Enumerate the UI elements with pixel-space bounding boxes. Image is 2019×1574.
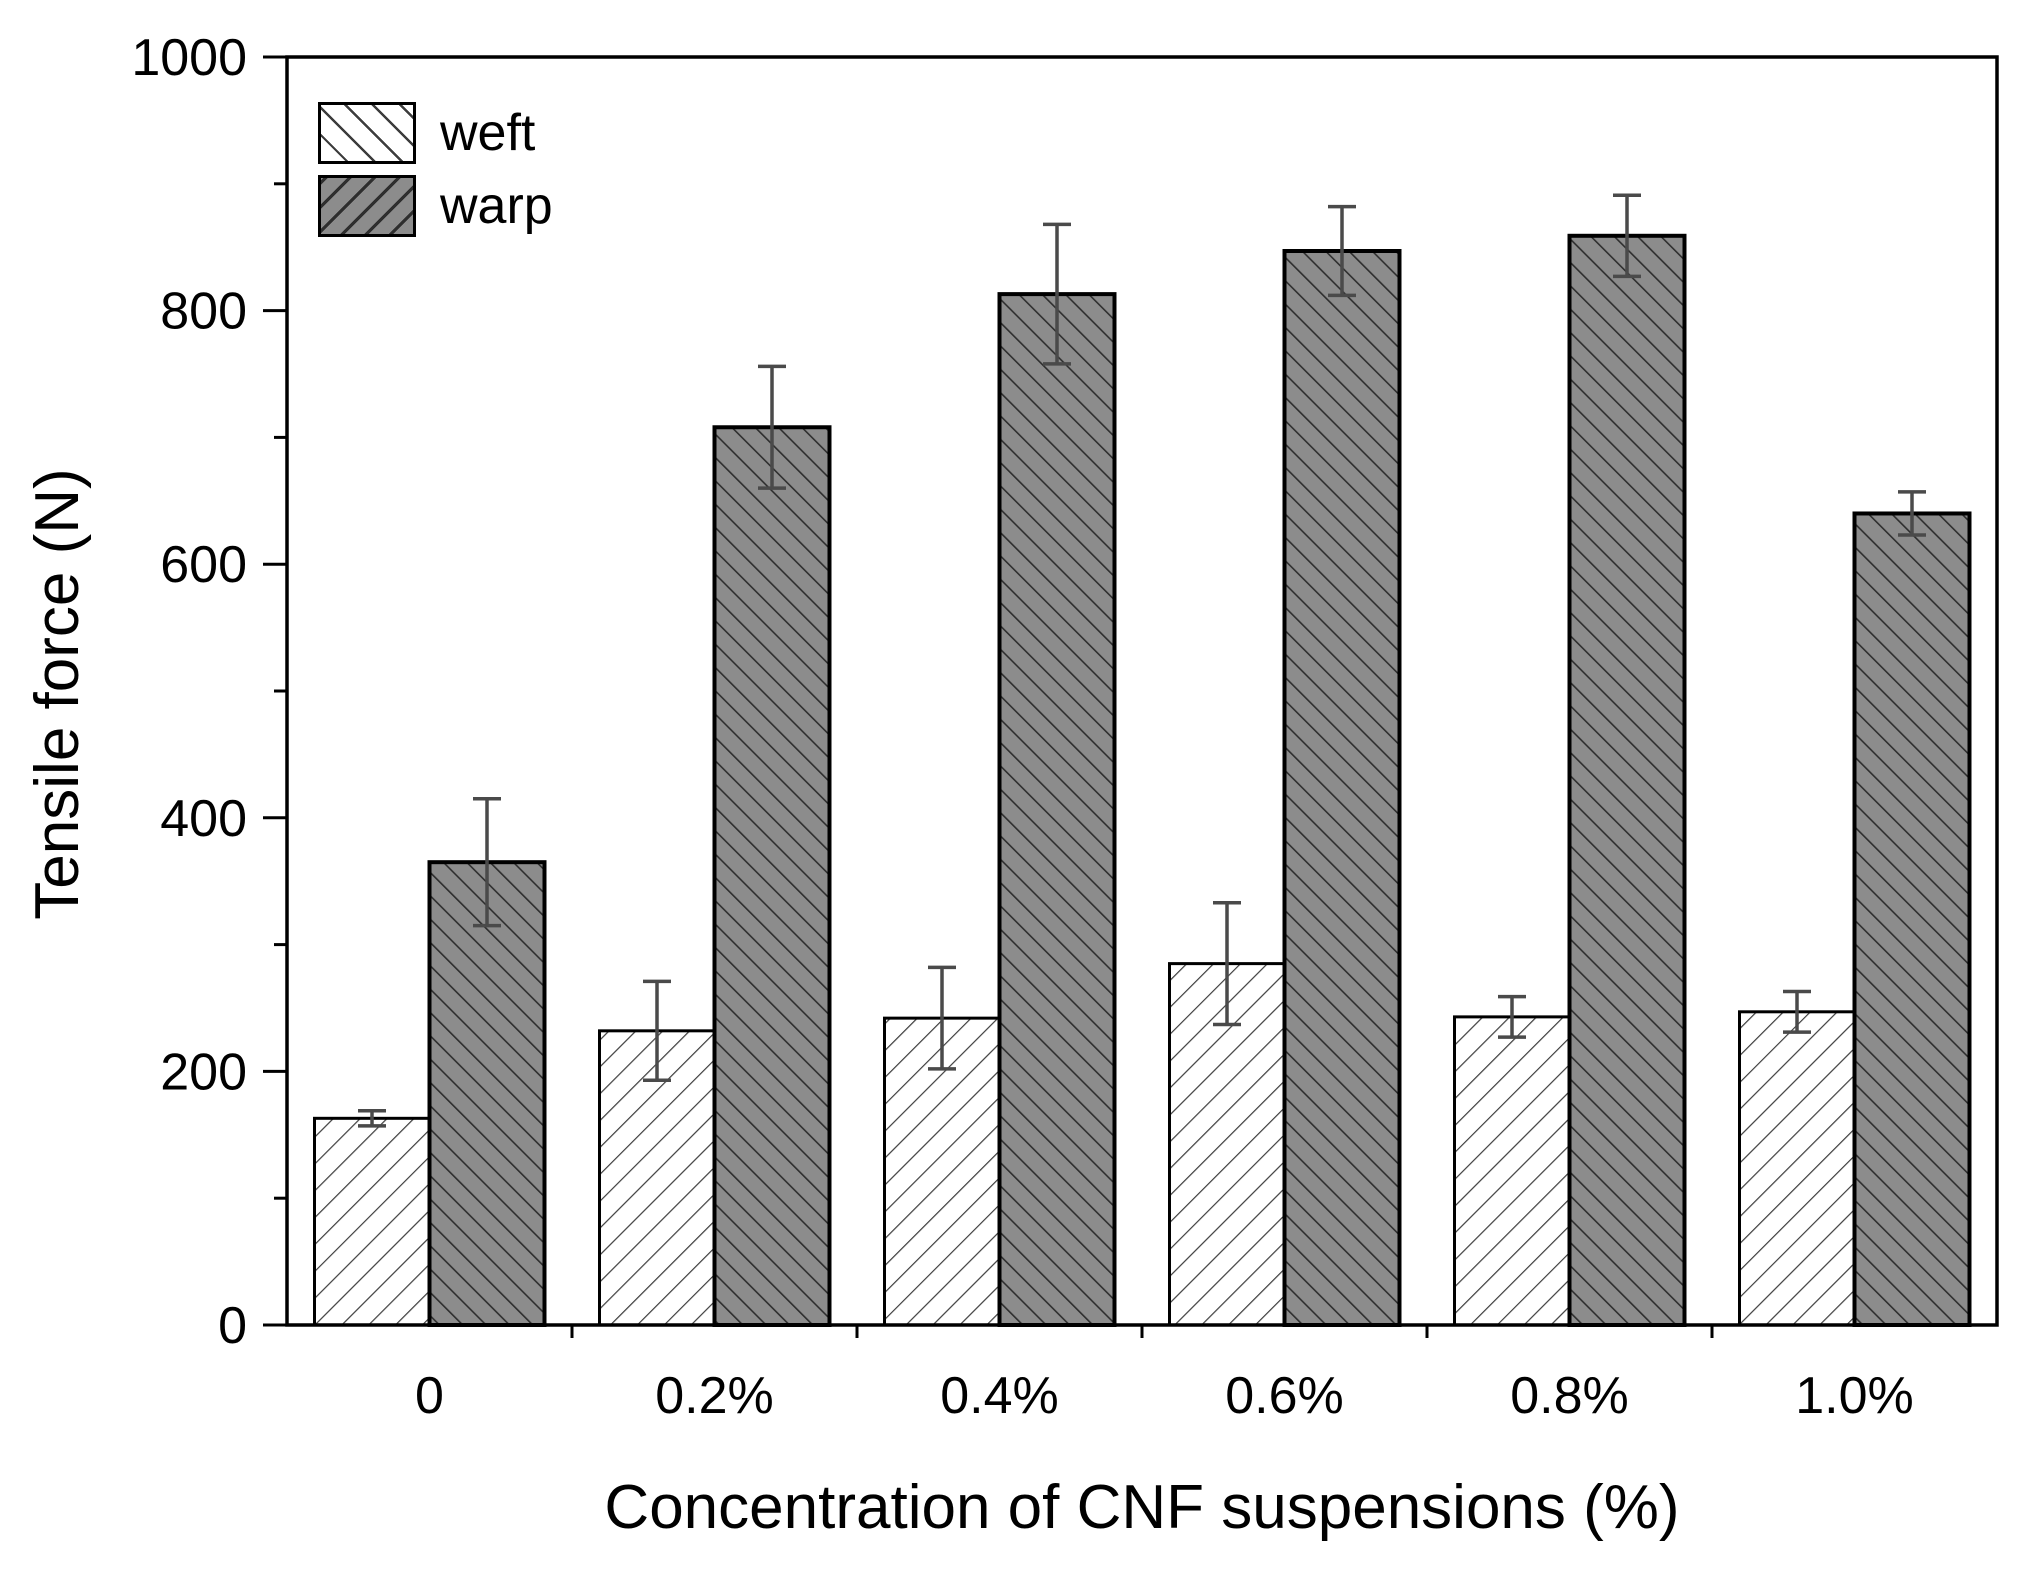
error-bar-weft-0.4%: [928, 965, 956, 1071]
y-ticks-group: [263, 55, 287, 1327]
error-bar-weft-0: [358, 1108, 386, 1128]
y-tick-label-600: 600: [160, 536, 247, 594]
bar-weft-0.8%: [1453, 1015, 1571, 1327]
x-tick-label-0: 0: [415, 1367, 444, 1425]
x-tick-label-1.0%: 1.0%: [1795, 1367, 1914, 1425]
y-tick-label-1000: 1000: [131, 29, 247, 87]
bar-warp-0.2%: [712, 425, 832, 1328]
error-bars-group: [358, 193, 1926, 1128]
error-bar-weft-0.8%: [1498, 994, 1526, 1039]
error-bar-weft-0.6%: [1213, 901, 1241, 1027]
weft-hatch-swatch-icon: [318, 102, 416, 164]
bars-group: [313, 233, 1972, 1328]
legend-item-weft: weft: [318, 102, 553, 164]
error-bar-weft-1.0%: [1783, 989, 1811, 1034]
legend: weft warp: [318, 102, 553, 248]
bar-weft-1.0%: [1738, 1010, 1856, 1327]
bar-warp-0.6%: [1282, 249, 1402, 1327]
bar-weft-0: [313, 1116, 431, 1327]
x-tick-label-0.4%: 0.4%: [940, 1367, 1059, 1425]
error-bar-warp-1.0%: [1898, 490, 1926, 537]
error-bar-warp-0.2%: [758, 364, 786, 490]
y-tick-label-400: 400: [160, 790, 247, 848]
legend-label-warp: warp: [440, 177, 553, 235]
error-bar-warp-0.8%: [1613, 193, 1641, 279]
warp-hatch-swatch-icon: [318, 175, 416, 237]
y-tick-label-800: 800: [160, 283, 247, 341]
x-tick-label-0.2%: 0.2%: [655, 1367, 774, 1425]
error-bar-weft-0.2%: [643, 979, 671, 1083]
y-axis-title: Tensile force (N): [23, 468, 92, 920]
error-bar-warp-0: [473, 797, 501, 928]
error-bar-warp-0.4%: [1043, 222, 1071, 366]
y-tick-label-0: 0: [218, 1297, 247, 1355]
error-bar-warp-0.6%: [1328, 204, 1356, 298]
x-tick-label-0.6%: 0.6%: [1225, 1367, 1344, 1425]
legend-item-warp: warp: [318, 175, 553, 237]
x-tick-label-0.8%: 0.8%: [1510, 1367, 1629, 1425]
bar-warp-0.8%: [1567, 233, 1687, 1328]
bar-warp-1.0%: [1852, 511, 1972, 1327]
legend-label-weft: weft: [440, 104, 536, 162]
y-tick-label-200: 200: [160, 1043, 247, 1101]
x-tick-labels-group: 0 0.2% 0.4% 0.6% 0.8% 1.0%: [415, 1367, 1914, 1425]
bar-warp-0.4%: [997, 292, 1117, 1328]
bar-warp-0: [427, 860, 547, 1327]
x-axis-title: Concentration of CNF suspensions (%): [604, 1473, 1680, 1542]
y-tick-labels-group: 0 200 400 600 800 1000: [131, 29, 247, 1355]
x-ticks-group: [570, 1325, 1714, 1338]
